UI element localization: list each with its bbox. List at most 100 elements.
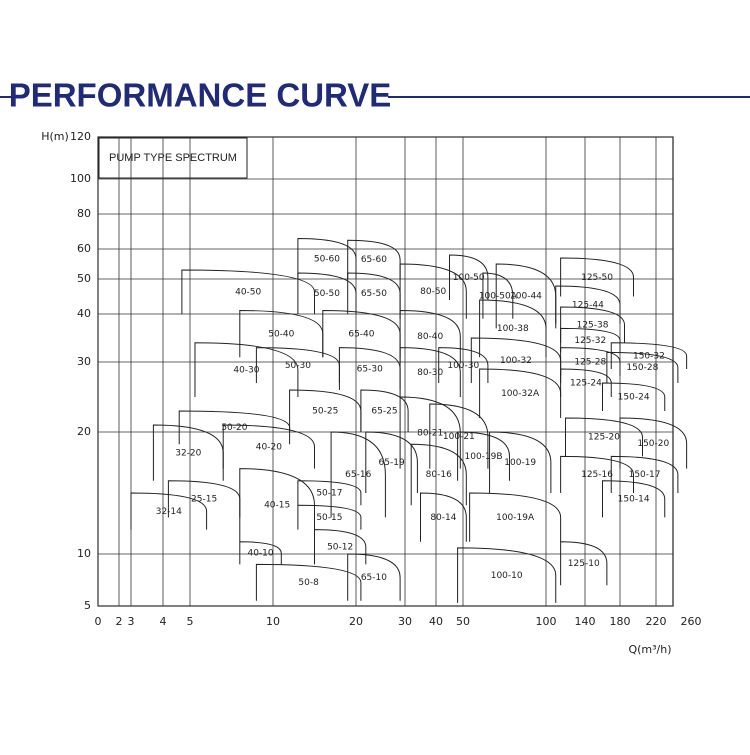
pump-label: 100-32 [500, 356, 532, 366]
pump-region [438, 347, 489, 383]
pump-label: 65-60 [361, 255, 387, 265]
pump-label: 80-30 [417, 368, 443, 378]
pump-label: 150-20 [637, 439, 669, 449]
pump-label: 50-17 [316, 489, 342, 499]
pump-label: 50-12 [327, 543, 353, 553]
label-box-text: PUMP TYPE SPECTRUM [109, 152, 237, 164]
pump-label: 65-40 [348, 329, 374, 339]
pump-region [152, 424, 224, 481]
plot-frame [97, 136, 674, 607]
y-tick-label: 40 [77, 307, 91, 320]
pump-region [482, 272, 514, 319]
pump-label: 80-50 [420, 287, 446, 297]
pump-region [457, 547, 557, 603]
pump-label: 150-28 [626, 363, 658, 373]
pump-region [410, 443, 467, 506]
pump-region [560, 347, 621, 376]
y-tick-label: 20 [77, 425, 91, 438]
pump-label: 150-14 [618, 495, 650, 505]
pump-label: 100-50A [479, 291, 518, 301]
y-tick-label: 80 [77, 207, 91, 220]
pump-label: 65-25 [371, 407, 397, 417]
pump-region [610, 455, 679, 493]
pump-label: 40-10 [247, 549, 273, 559]
pump-region [469, 492, 562, 542]
pump-label: 100-19B [465, 452, 503, 462]
y-tick-label: 60 [77, 242, 91, 255]
pump-label: 100-30 [447, 361, 479, 371]
pump-label: 40-20 [256, 442, 282, 452]
pump-label: 100-32A [501, 389, 540, 399]
pump-region [297, 272, 357, 314]
pump-region [606, 351, 679, 383]
x-tick-label: 50 [456, 615, 470, 628]
pump-label: 65-10 [361, 573, 387, 583]
pump-region [347, 553, 401, 601]
pump-region [255, 563, 362, 601]
y-tick-label: 10 [77, 547, 91, 560]
pump-region [314, 529, 367, 565]
pump-label: 50-50 [314, 289, 340, 299]
chart-title: PERFORMANCE CURVE [9, 77, 392, 114]
pump-region [297, 480, 362, 506]
pump-label: 100-44 [510, 292, 542, 302]
marks: 50-60 65-60 40-50 50-50 65-50 80-50 100-50 100-… [130, 237, 688, 603]
pump-region [610, 342, 688, 369]
y-tick-label: 50 [77, 272, 91, 285]
pump-label: 40-50 [235, 288, 261, 298]
pump-region [222, 424, 315, 469]
y-axis-label: H(m) [41, 130, 69, 143]
pump-region [429, 403, 489, 469]
pump-label: 150-24 [618, 393, 650, 403]
pump-label: 100-19 [504, 458, 536, 468]
pump-region [565, 417, 643, 457]
pump-label: 25-15 [191, 495, 217, 505]
pump-region [489, 431, 552, 493]
x-tick-label: 30 [398, 615, 412, 628]
pump-region [449, 254, 489, 300]
pump-label: 150-32 [633, 351, 665, 361]
pump-label: 50-60 [314, 254, 340, 264]
pump-label: 40-15 [264, 501, 290, 511]
pump-label: 80-21 [417, 428, 443, 438]
pump-region [560, 327, 621, 353]
x-tick-label: 2 [116, 615, 123, 628]
pump-label: 65-50 [361, 289, 387, 299]
pump-region [360, 389, 409, 432]
pump-label: 80-40 [417, 332, 443, 342]
x-tick-label: 180 [610, 615, 631, 628]
pump-label: 125-20 [588, 433, 620, 443]
pump-region [178, 410, 291, 445]
pump-label: 125-44 [572, 300, 604, 310]
pump-label: 50-25 [312, 407, 338, 417]
pump-label: 100-21 [443, 432, 475, 442]
pump-label: 125-38 [577, 320, 609, 330]
pump-region [399, 309, 461, 362]
pump-label: 65-30 [357, 364, 383, 374]
x-tick-label: 20 [349, 615, 363, 628]
pump-label: 50-30 [285, 361, 311, 371]
label-box [98, 137, 248, 179]
pump-region [560, 541, 608, 586]
pump-region [560, 306, 625, 343]
x-tick-label: 220 [646, 615, 667, 628]
pump-label: 125-24 [570, 379, 602, 389]
pump-label: 50-8 [298, 578, 319, 588]
pump-label: 125-16 [581, 470, 613, 480]
pump-region [239, 541, 282, 565]
x-tick-label: 40 [429, 615, 443, 628]
pump-label: 80-16 [426, 470, 452, 480]
pump-region [347, 239, 401, 279]
pump-label: 32-14 [156, 507, 182, 517]
x-tick-label: 5 [187, 615, 194, 628]
pump-label: 125-10 [568, 559, 600, 569]
x-tick-label: 4 [160, 615, 167, 628]
pump-label: 125-50 [581, 273, 613, 283]
pump-label: 50-20 [221, 423, 247, 433]
pump-label: 50-40 [268, 329, 294, 339]
pump-region [602, 480, 666, 518]
pump-region [297, 504, 362, 530]
pump-label: 100-10 [491, 571, 523, 581]
